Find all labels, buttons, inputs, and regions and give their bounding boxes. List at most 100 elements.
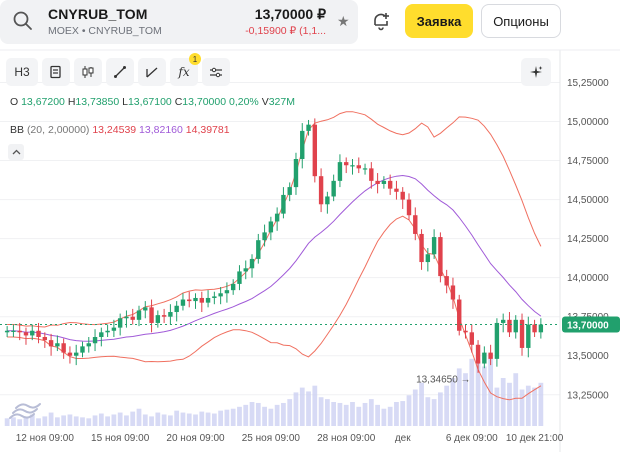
candle[interactable] xyxy=(268,216,274,241)
candle[interactable] xyxy=(61,338,66,359)
candle[interactable] xyxy=(161,308,167,323)
candle[interactable] xyxy=(507,312,512,337)
candle[interactable] xyxy=(99,327,104,347)
candle[interactable] xyxy=(48,333,54,356)
candle[interactable] xyxy=(318,168,324,213)
order-button[interactable]: Заявка xyxy=(405,4,473,38)
candle[interactable] xyxy=(538,318,544,339)
last-price-tag[interactable] xyxy=(562,316,620,333)
candle[interactable] xyxy=(230,279,236,295)
candle[interactable] xyxy=(212,291,217,305)
candle[interactable] xyxy=(362,163,368,175)
candle[interactable] xyxy=(419,229,424,270)
candle[interactable] xyxy=(180,293,186,311)
sliders-icon[interactable] xyxy=(202,58,230,86)
candlesticks[interactable] xyxy=(4,118,544,373)
price-axis[interactable]: 15,25000 15,00000 14,75000 14,50000 14,25000… xyxy=(567,78,609,401)
candle[interactable] xyxy=(344,157,349,174)
candle[interactable] xyxy=(224,282,230,303)
candle[interactable] xyxy=(475,340,481,373)
candle[interactable] xyxy=(30,324,35,341)
candle[interactable] xyxy=(482,346,487,369)
candle[interactable] xyxy=(274,207,280,231)
candle[interactable] xyxy=(92,329,98,352)
candle[interactable] xyxy=(500,313,506,333)
candle[interactable] xyxy=(400,187,405,209)
candle[interactable] xyxy=(124,310,129,328)
candle[interactable] xyxy=(187,291,192,308)
candle[interactable] xyxy=(17,322,22,341)
candle[interactable] xyxy=(243,260,248,280)
candle[interactable] xyxy=(256,233,261,264)
candle[interactable] xyxy=(136,305,142,327)
candle[interactable] xyxy=(532,319,537,337)
options-button[interactable]: Опционы xyxy=(481,4,561,38)
candle-type-icon[interactable] xyxy=(74,58,102,86)
indicators-icon[interactable]: fx 1 xyxy=(170,53,201,86)
collapse-legend-icon[interactable] xyxy=(8,144,24,160)
candle[interactable] xyxy=(337,154,343,188)
instrument-search[interactable]: CNYRUB_TOM MOEX • CNYRUB_TOM 13,70000 ₽ … xyxy=(0,0,358,44)
candle[interactable] xyxy=(519,313,525,356)
candle[interactable] xyxy=(387,174,393,195)
ai-sparkle-icon[interactable] xyxy=(521,58,551,86)
candle[interactable] xyxy=(193,293,198,309)
candle[interactable] xyxy=(205,290,211,308)
candle[interactable] xyxy=(105,324,110,337)
candle[interactable] xyxy=(350,159,355,175)
candle[interactable] xyxy=(438,232,443,283)
candle[interactable] xyxy=(281,187,286,219)
candle[interactable] xyxy=(513,315,518,339)
candle[interactable] xyxy=(130,308,135,325)
candle[interactable] xyxy=(67,346,73,364)
bell-plus-icon[interactable] xyxy=(370,10,392,32)
candle[interactable] xyxy=(425,248,431,272)
candle[interactable] xyxy=(74,344,79,366)
candle[interactable] xyxy=(469,324,474,353)
candle[interactable] xyxy=(287,182,292,202)
candle[interactable] xyxy=(80,341,85,358)
candle[interactable] xyxy=(306,119,311,136)
bb-legend[interactable]: BB (20, 2,00000) 13,24539 13,82160 14,39… xyxy=(10,124,230,136)
candle[interactable] xyxy=(325,191,330,214)
trend-line-icon[interactable] xyxy=(138,58,166,86)
candle[interactable] xyxy=(4,326,10,337)
candle[interactable] xyxy=(143,301,148,319)
candle[interactable] xyxy=(331,174,336,202)
time-axis[interactable]: 12 ноя 09:00 15 ноя 09:00 20 ноя 09:00 25 н… xyxy=(16,433,564,444)
candle[interactable] xyxy=(199,291,204,313)
candle[interactable] xyxy=(494,318,500,367)
candle[interactable] xyxy=(55,335,60,352)
candle[interactable] xyxy=(300,123,305,169)
candle[interactable] xyxy=(155,310,161,328)
candle[interactable] xyxy=(86,337,91,353)
candle[interactable] xyxy=(249,254,255,278)
candle[interactable] xyxy=(149,299,154,333)
candle[interactable] xyxy=(36,322,41,344)
candle[interactable] xyxy=(218,287,223,305)
candle[interactable] xyxy=(457,294,462,336)
candle[interactable] xyxy=(11,324,16,337)
candle[interactable] xyxy=(168,304,173,325)
candle[interactable] xyxy=(431,229,437,259)
candle[interactable] xyxy=(381,176,387,189)
candle[interactable] xyxy=(174,301,179,322)
interval-selector[interactable]: Н3 xyxy=(6,58,38,86)
candle[interactable] xyxy=(450,277,456,309)
candle[interactable] xyxy=(356,157,361,174)
chart-settings-icon[interactable] xyxy=(42,58,70,86)
drawing-tools-icon[interactable] xyxy=(106,58,134,86)
candle[interactable] xyxy=(444,269,449,294)
candle[interactable] xyxy=(42,332,48,348)
candle[interactable] xyxy=(23,327,29,345)
candle[interactable] xyxy=(394,180,399,200)
candle[interactable] xyxy=(262,224,267,247)
candle[interactable] xyxy=(526,316,531,358)
candle[interactable] xyxy=(293,152,299,195)
candle[interactable] xyxy=(312,118,318,183)
candle[interactable] xyxy=(406,193,412,220)
candle[interactable] xyxy=(369,162,374,189)
candle[interactable] xyxy=(488,344,493,366)
candle[interactable] xyxy=(237,265,242,291)
candle[interactable] xyxy=(375,173,380,194)
